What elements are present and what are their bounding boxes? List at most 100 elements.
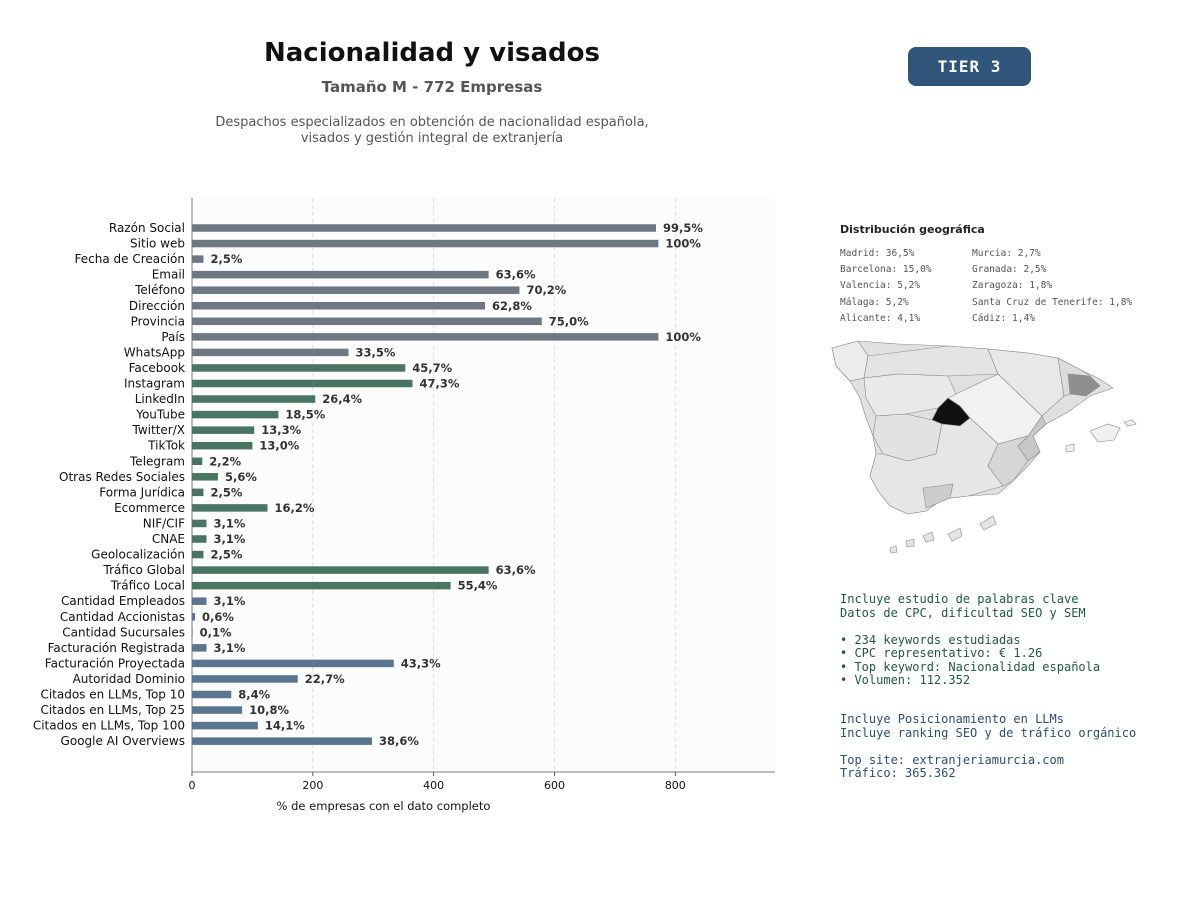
bar <box>192 566 489 574</box>
category-label: Teléfono <box>134 283 185 297</box>
bar <box>192 224 656 232</box>
bar <box>192 581 451 590</box>
value-label: 13,0% <box>259 439 299 453</box>
geo-entry: Barcelona: 15,0% <box>840 264 932 276</box>
value-label: 22,7% <box>305 672 345 686</box>
value-label: 100% <box>665 237 701 251</box>
geo-entry: Cádiz: 1,4% <box>972 312 1035 324</box>
keywords-bullet: • 234 keywords estudiadas <box>840 632 1021 647</box>
keywords-bullet: • Volumen: 112.352 <box>840 673 971 687</box>
value-label: 55,4% <box>458 579 498 593</box>
bar <box>192 441 253 450</box>
value-label: 3,1% <box>213 641 245 655</box>
value-label: 10,8% <box>249 703 289 717</box>
bar <box>192 317 542 326</box>
page-subtitle: Tamaño M - 772 Empresas <box>321 78 543 96</box>
value-label: 13,3% <box>261 423 301 437</box>
bar <box>192 706 243 714</box>
geo-entry: Zaragoza: 1,8% <box>972 280 1053 292</box>
category-label: NIF/CIF <box>143 516 185 530</box>
seo-line: Incluye ranking SEO y de tráfico orgánic… <box>840 725 1137 740</box>
geo-entry: Murcia: 2,7% <box>972 248 1041 259</box>
value-label: 47,3% <box>420 377 460 391</box>
value-label: 2,5% <box>210 548 242 562</box>
geo-entry: Valencia: 5,2% <box>840 280 921 292</box>
map-region-murcia <box>987 435 1030 487</box>
bar <box>192 488 204 497</box>
plot-area <box>192 198 775 772</box>
category-label: Otras Redes Sociales <box>59 470 185 484</box>
bar <box>192 457 203 465</box>
category-label: Instagram <box>124 377 185 391</box>
category-label: Facebook <box>129 361 185 375</box>
spain-map <box>831 340 1137 554</box>
value-label: 62,8% <box>492 299 532 313</box>
category-label: Geolocalización <box>91 548 185 562</box>
x-tick-label: 0 <box>189 779 196 792</box>
category-label: Facturación Registrada <box>48 641 185 655</box>
category-label: Tráfico Local <box>110 579 185 593</box>
x-tick-label: 200 <box>302 779 323 792</box>
bar <box>192 519 207 528</box>
category-label: Forma Jurídica <box>99 485 185 499</box>
category-label: Facturación Proyectada <box>45 656 185 670</box>
keywords-line: Datos de CPC, dificultad SEO y SEM <box>840 605 1086 620</box>
bar <box>192 644 207 652</box>
category-label: CNAE <box>152 532 185 546</box>
description-line: Despachos especializados en obtención de… <box>215 115 649 130</box>
bar <box>192 364 406 372</box>
geo-column-2: Murcia: 2,7% Granada: 2,5% Zaragoza: 1,8… <box>972 246 1132 327</box>
value-label: 18,5% <box>285 408 325 422</box>
map-region-canarias <box>922 531 935 543</box>
x-tick-label: 800 <box>665 779 686 792</box>
category-label: Tráfico Global <box>103 563 185 577</box>
bar <box>192 473 218 481</box>
category-label: Dirección <box>129 299 185 313</box>
x-axis-label: % de empresas con el dato completo <box>277 799 491 813</box>
tier-badge: TIER 3 <box>908 47 1031 86</box>
value-label: 33,5% <box>355 345 395 359</box>
bar <box>192 286 520 294</box>
value-label: 8,4% <box>238 688 270 702</box>
value-label: 3,1% <box>213 594 245 608</box>
geo-title: Distribución geográfica <box>840 223 985 236</box>
map-region-malaga <box>922 483 954 509</box>
category-label: Citados en LLMs, Top 100 <box>33 719 185 733</box>
value-label: 63,6% <box>496 268 536 282</box>
value-label: 26,4% <box>322 392 362 406</box>
geo-entry: Alicante: 4,1% <box>840 312 921 324</box>
seo-block: Incluye Posicionamiento en LLMs Incluye … <box>840 712 1137 781</box>
value-label: 3,1% <box>213 532 245 546</box>
bar <box>192 302 486 310</box>
map-region-balearics <box>1089 423 1121 443</box>
value-label: 100% <box>665 330 701 344</box>
value-label: 38,6% <box>379 734 419 748</box>
value-label: 99,5% <box>663 221 703 235</box>
category-label: Citados en LLMs, Top 10 <box>40 688 185 702</box>
keywords-bullet: • CPC representativo: € 1.26 <box>840 646 1043 660</box>
category-label: Twitter/X <box>132 423 185 437</box>
value-label: 14,1% <box>265 719 305 733</box>
category-label: Google AI Overviews <box>61 734 185 748</box>
category-label: Ecommerce <box>114 501 185 515</box>
geo-entry: Santa Cruz de Tenerife: 1,8% <box>972 296 1133 308</box>
map-region-canarias <box>979 515 997 531</box>
traffic: Tráfico: 365.362 <box>840 766 956 780</box>
geo-entry: Málaga: 5,2% <box>840 296 909 308</box>
value-label: 2,5% <box>210 252 242 266</box>
value-label: 0,6% <box>202 610 234 624</box>
map-region-catalonia <box>1057 357 1092 397</box>
map-region-canarias <box>889 545 898 554</box>
category-label: País <box>161 330 185 344</box>
page-title: Nacionalidad y visados <box>263 38 601 68</box>
bar <box>192 270 489 279</box>
value-label: 63,6% <box>496 563 536 577</box>
value-label: 16,2% <box>275 501 315 515</box>
top-site: Top site: extranjeriamurcia.com <box>840 752 1064 767</box>
value-label: 2,5% <box>210 485 242 499</box>
map-region-canarias <box>905 538 915 548</box>
map-region-canarias <box>947 527 963 542</box>
bar <box>192 721 258 730</box>
bar <box>192 535 207 543</box>
value-label: 2,2% <box>209 454 241 468</box>
